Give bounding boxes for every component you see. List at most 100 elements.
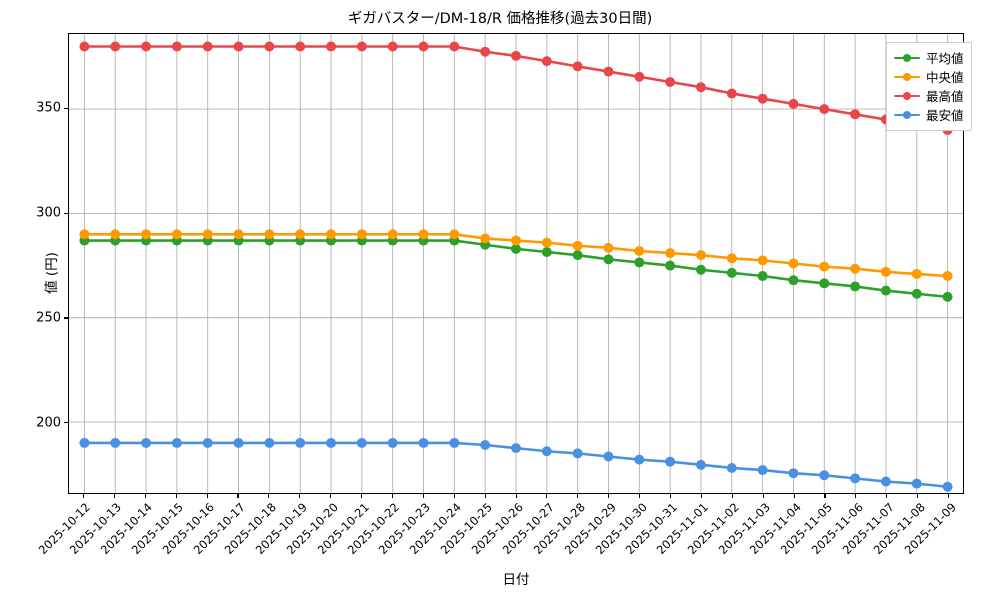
x-tick-mark: [82, 494, 85, 498]
x-tick-mark: [268, 494, 270, 498]
x-tick-mark: [361, 494, 363, 498]
data-point: [665, 260, 676, 271]
data-point: [511, 243, 521, 254]
legend-marker-icon: [894, 89, 920, 103]
x-tick-mark: [762, 494, 764, 498]
data-point: [665, 77, 676, 87]
data-point: [418, 41, 429, 52]
y-tick-label: 350: [36, 100, 61, 116]
data-point: [171, 41, 182, 52]
x-tick-mark: [639, 494, 641, 498]
x-tick-mark: [391, 494, 393, 498]
y-tick-label: 250: [36, 310, 61, 326]
data-point: [356, 229, 367, 240]
x-tick-mark: [948, 494, 950, 498]
data-point: [387, 437, 398, 448]
data-point: [634, 246, 645, 256]
x-tick-mark: [113, 494, 115, 498]
x-tick-mark: [422, 494, 424, 498]
data-point: [788, 468, 799, 479]
data-point: [850, 263, 861, 274]
data-point: [819, 104, 830, 115]
data-point: [942, 271, 953, 281]
data-point: [911, 268, 922, 279]
legend-marker-icon: [894, 108, 920, 122]
data-point: [911, 478, 922, 489]
data-point: [141, 437, 152, 448]
legend-marker-icon: [894, 70, 920, 84]
legend-item-4[interactable]: 最安値: [894, 105, 964, 124]
x-tick-mark: [237, 494, 239, 498]
data-point: [418, 229, 429, 240]
data-point: [541, 237, 552, 248]
data-point: [449, 229, 460, 240]
data-point: [942, 291, 953, 302]
y-tick-label: 200: [36, 415, 61, 431]
data-point: [757, 271, 768, 281]
x-tick-mark: [546, 494, 548, 498]
x-tick-mark: [669, 494, 672, 498]
data-point: [880, 285, 891, 296]
x-tick-mark: [855, 494, 857, 498]
data-point: [572, 448, 583, 459]
legend-label: 平均値: [926, 51, 964, 66]
data-point: [326, 41, 337, 52]
data-point: [511, 443, 521, 454]
data-point: [233, 437, 244, 448]
data-point: [880, 266, 891, 277]
data-point: [695, 264, 706, 275]
legend-item-3[interactable]: 最高値: [894, 86, 964, 105]
x-tick-mark: [484, 494, 486, 498]
legend-label: 中央値: [926, 70, 964, 85]
data-point: [264, 437, 275, 448]
data-point: [141, 229, 152, 240]
data-point: [603, 254, 614, 265]
data-point: [480, 233, 491, 244]
data-point: [634, 71, 645, 82]
data-point: [387, 229, 398, 240]
data-point: [233, 229, 244, 240]
data-point: [541, 247, 552, 257]
data-point: [295, 437, 306, 448]
data-point: [942, 481, 953, 492]
data-point: [665, 248, 676, 259]
data-point: [79, 229, 90, 240]
data-point: [850, 473, 861, 484]
y-tick-mark: [64, 317, 68, 319]
data-point: [202, 229, 213, 240]
x-tick-mark: [793, 494, 795, 498]
data-point: [695, 82, 706, 93]
x-tick-mark: [453, 494, 455, 498]
data-point: [788, 98, 799, 109]
data-point: [541, 56, 552, 67]
data-point: [695, 250, 706, 261]
data-point: [819, 278, 830, 289]
data-point: [387, 41, 398, 52]
data-point: [79, 437, 90, 448]
data-point: [880, 476, 891, 487]
x-tick-mark: [299, 494, 301, 498]
series-3: [79, 41, 953, 135]
data-point: [233, 41, 244, 52]
legend-label: 最高値: [926, 89, 964, 104]
data-point: [541, 446, 552, 457]
data-point: [757, 93, 768, 104]
data-point: [603, 66, 614, 77]
data-point: [788, 275, 799, 286]
chart-legend: 平均値中央値最高値 最安値: [886, 42, 972, 131]
legend-item-2[interactable]: 中央値: [894, 67, 964, 86]
data-point: [634, 454, 645, 465]
data-point: [356, 41, 367, 52]
data-point: [449, 437, 460, 448]
x-tick-mark: [731, 494, 733, 498]
data-point: [264, 41, 275, 52]
data-point: [665, 456, 676, 467]
data-point: [850, 281, 861, 292]
y-tick-label: 300: [36, 205, 61, 221]
data-point: [726, 462, 737, 473]
legend-item-1[interactable]: 平均値: [894, 48, 964, 67]
x-axis-label: 日付: [502, 572, 530, 588]
chart-title: ギガバスター/DM-18/R 価格推移(過去30日間): [347, 11, 653, 27]
